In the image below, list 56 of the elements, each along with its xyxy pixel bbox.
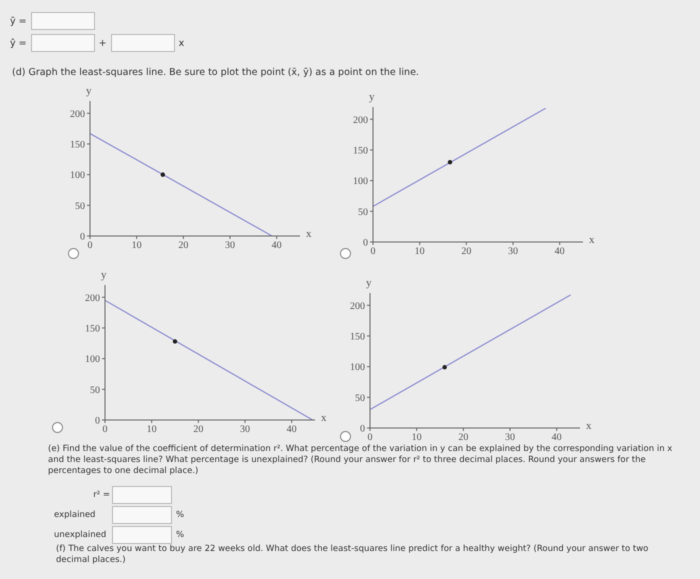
- y-tick-label: 50: [358, 206, 368, 218]
- x-tick-label: 40: [286, 424, 297, 436]
- y-tick-label: 0: [95, 416, 100, 427]
- y-tick-label: 50: [355, 392, 365, 404]
- text: ŷ =: [10, 38, 27, 48]
- y-tick-label: 50: [75, 200, 85, 212]
- x-axis-title: x: [589, 234, 594, 246]
- y-tick-label: 100: [70, 170, 85, 182]
- x-tick-label: 40: [552, 432, 562, 444]
- y-tick-label: 100: [350, 362, 365, 374]
- x-tick-label: 10: [412, 432, 422, 444]
- y-axis-title: y: [101, 269, 106, 281]
- y-tick-label: 100: [353, 176, 368, 188]
- y-tick-label: 0: [80, 232, 85, 243]
- x-tick-label: 20: [458, 432, 468, 444]
- text: unexplained: [54, 530, 108, 540]
- text: ȳ =: [10, 16, 27, 26]
- chart-title: (d) Graph the least-squares line. Be sure to plot the point (x̄, ȳ) as a point on the line.: [12, 67, 419, 78]
- y-axis-title: y: [86, 85, 92, 97]
- x-tick-label: 30: [505, 432, 515, 444]
- x-axis-title: x: [586, 420, 592, 432]
- x-tick-label: 10: [132, 240, 142, 252]
- x-tick-label: 20: [461, 246, 472, 258]
- x-tick-label: 40: [554, 246, 565, 258]
- y-tick-label: 200: [85, 292, 100, 304]
- x-tick-label: 20: [193, 424, 204, 436]
- y-tick-label: 150: [85, 324, 100, 335]
- x-tick-label: 20: [178, 240, 188, 252]
- y-tick-label: 150: [350, 332, 365, 343]
- y-tick-label: 200: [350, 300, 365, 312]
- x-tick-label: 40: [272, 240, 282, 252]
- x-tick-label: 10: [414, 246, 425, 258]
- x-tick-label: 0: [370, 246, 376, 258]
- x-axis-title: x: [321, 412, 326, 424]
- text: r² =: [92, 490, 111, 500]
- y-tick-label: 50: [90, 384, 100, 396]
- y-tick-label: 150: [353, 146, 368, 157]
- y-axis-title: y: [366, 277, 372, 289]
- y-tick-label: 200: [70, 108, 85, 120]
- y-axis-title: y: [369, 91, 374, 103]
- x-tick-label: 30: [508, 246, 518, 258]
- x-tick-label: 30: [240, 424, 250, 436]
- y-tick-label: 100: [85, 354, 100, 366]
- text: x: [178, 38, 184, 48]
- x-axis-title: x: [306, 228, 312, 240]
- x-tick-label: 0: [102, 424, 108, 436]
- text: %: [176, 530, 186, 540]
- text: %: [176, 510, 186, 520]
- y-tick-label: 200: [353, 114, 368, 126]
- text: (e) Find the value of the coefficient of determination r². What percentage of the variation in y can be explained by the corresponding variation in x and the least-squares line? What percentage is unexplained? (Round your answer for r² to three decimal places. Round your answers for the percentages to one decimal place.): [48, 444, 673, 477]
- x-tick-label: 30: [225, 240, 235, 252]
- x-tick-label: 10: [146, 424, 157, 436]
- text: +: [98, 38, 107, 48]
- y-tick-label: 150: [70, 140, 85, 151]
- text: (f) The calves you want to buy are 22 weeks old. What does the least-squares line predict for a healthy weight? (Round your answer to two decimal places.): [56, 544, 650, 566]
- text: explained: [54, 510, 96, 520]
